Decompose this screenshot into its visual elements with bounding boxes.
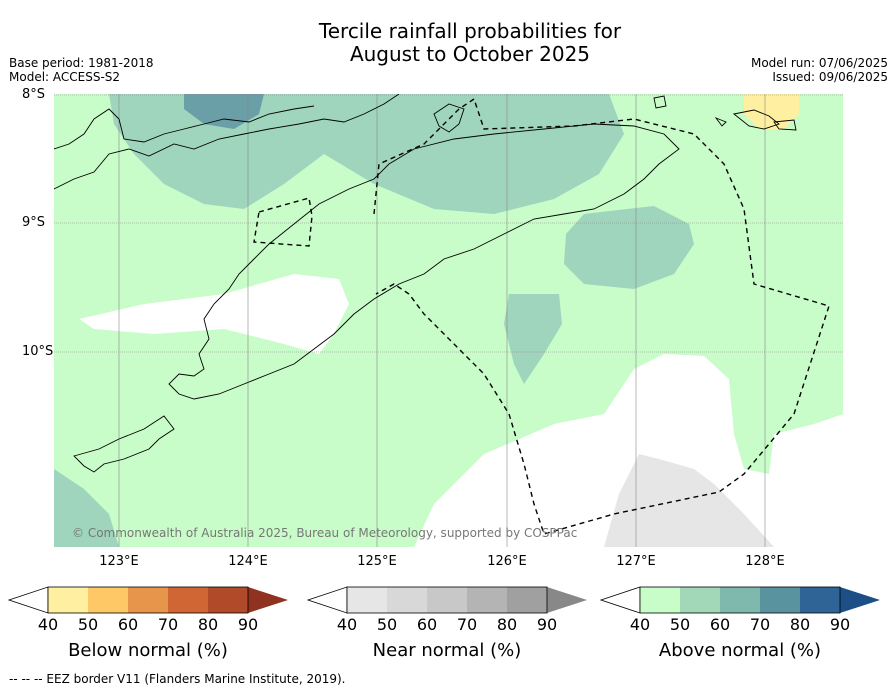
colorbar-near-normal-label: Near normal (%) <box>372 640 522 661</box>
tick-label: 40 <box>629 615 651 634</box>
above-normal-50-patch-center <box>504 294 562 384</box>
lat-label-10s: 10°S <box>22 344 54 359</box>
lon-label-125e: 125°E <box>357 554 397 569</box>
no-signal-region-south <box>414 354 843 547</box>
model-name: Model: ACCESS-S2 <box>9 70 121 84</box>
below-normal-40-region <box>744 94 799 129</box>
colorbar-below-normal <box>8 586 288 614</box>
tick-label: 40 <box>37 615 59 634</box>
eez-border <box>253 97 830 535</box>
map-title: Tercile rainfall probabilities for Augus… <box>0 20 896 66</box>
tick-label: 60 <box>117 615 139 634</box>
graticule <box>54 94 843 547</box>
no-signal-region-west <box>79 274 349 354</box>
title-line-1: Tercile rainfall probabilities for <box>318 19 622 43</box>
above-normal-60-region <box>184 94 264 129</box>
lon-label-124e: 124°E <box>228 554 268 569</box>
meta-right: Model run: 07/06/2025 Issued: 09/06/2025 <box>751 56 888 84</box>
lon-label-123e: 123°E <box>99 554 139 569</box>
lat-label-8s: 8°S <box>22 87 46 102</box>
colorbar-above-normal <box>600 586 880 614</box>
above-normal-50-patch-sw <box>54 469 119 547</box>
tick-label: 50 <box>669 615 691 634</box>
lat-label-9s: 9°S <box>22 215 46 230</box>
eez-legend-note: -- -- -- EEZ border V11 (Flanders Marine… <box>9 672 346 686</box>
tick-label: 40 <box>336 615 358 634</box>
above-normal-50-region <box>109 94 624 214</box>
lon-label-126e: 126°E <box>487 554 527 569</box>
tick-label: 50 <box>77 615 99 634</box>
map-canvas <box>54 94 843 547</box>
near-normal-40-region <box>604 454 774 547</box>
tick-label: 70 <box>749 615 771 634</box>
tick-label: 50 <box>376 615 398 634</box>
tick-label: 80 <box>789 615 811 634</box>
issued-date: Issued: 09/06/2025 <box>772 70 888 84</box>
title-line-2: August to October 2025 <box>349 42 591 66</box>
copyright-notice: © Commonwealth of Australia 2025, Bureau… <box>72 526 578 540</box>
colorbar-above-normal-label: Above normal (%) <box>658 640 822 661</box>
tick-label: 70 <box>157 615 179 634</box>
colorbar-below-normal-label: Below normal (%) <box>68 640 228 661</box>
tick-label: 60 <box>416 615 438 634</box>
tick-label: 60 <box>709 615 731 634</box>
lon-label-127e: 127°E <box>616 554 656 569</box>
tick-label: 80 <box>496 615 518 634</box>
tick-label: 90 <box>536 615 558 634</box>
map-panel <box>54 94 843 547</box>
tick-label: 90 <box>237 615 259 634</box>
coastline <box>54 94 797 473</box>
colorbar-near-normal <box>307 586 587 614</box>
tick-label: 90 <box>829 615 851 634</box>
tick-label: 70 <box>456 615 478 634</box>
meta-left: Base period: 1981-2018 Model: ACCESS-S2 <box>9 56 154 84</box>
model-run: Model run: 07/06/2025 <box>750 56 888 70</box>
lon-label-128e: 128°E <box>745 554 785 569</box>
tick-label: 80 <box>197 615 219 634</box>
above-normal-50-patch-east <box>564 206 694 289</box>
base-period: Base period: 1981-2018 <box>9 56 154 70</box>
